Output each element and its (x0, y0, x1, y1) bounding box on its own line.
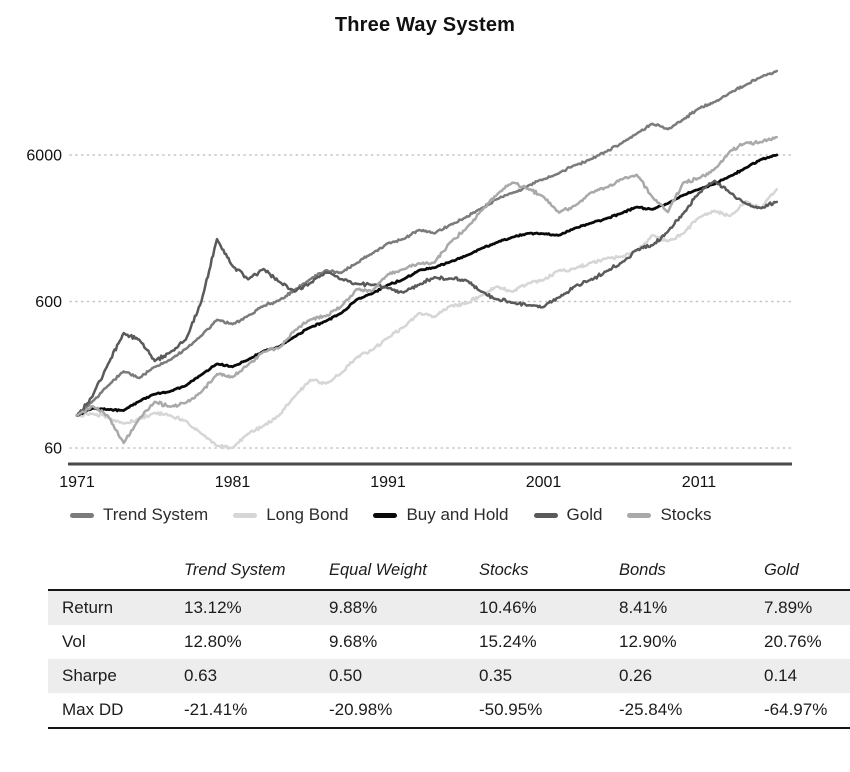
stat-value: -20.98% (315, 693, 465, 729)
y-tick-label: 6000 (26, 148, 62, 165)
stat-value: -25.84% (605, 693, 750, 729)
stat-value: 15.24% (479, 632, 537, 651)
x-tick-label: 2001 (526, 474, 562, 491)
legend-swatch (627, 512, 652, 518)
legend-swatch (373, 512, 398, 518)
stat-value: 20.76% (764, 632, 822, 651)
table-row: Vol 12.80% 9.68% 15.24% 12.90% 20.76% (48, 625, 850, 659)
stat-value: 10.46% (479, 598, 537, 617)
row-label: Sharpe (62, 666, 117, 685)
x-tick-label: 2011 (682, 474, 717, 491)
chart-title: Three Way System (334, 14, 516, 36)
legend-swatch (533, 512, 558, 518)
stats-table: Trend System Equal Weight Stocks Bonds Gold R… (48, 551, 850, 729)
stat-value: 12.80% (184, 632, 242, 651)
column-header: Trend System (170, 551, 315, 591)
price-chart: 60 600 6000 1971 1981 1991 2001 2011 (26, 69, 793, 491)
legend-label: Gold (566, 505, 603, 524)
table-row: Max DD -21.41% -20.98% -50.95% -25.84% -64.97… (48, 693, 850, 729)
chart-canvas: 60 600 6000 1971 1981 1991 2001 2011 (26, 69, 793, 491)
stat-value: 0.50 (329, 666, 363, 685)
row-label: Vol (62, 632, 86, 651)
row-label: Return (62, 598, 114, 617)
stat-value: -21.41% (170, 693, 315, 729)
table-row: Return 13.12% 9.88% 10.46% 8.41% 7.89% (48, 590, 850, 625)
series-line-trend-system (75, 69, 779, 417)
legend-item-long-bond: Long Bond (233, 505, 348, 525)
row-label: Max DD (48, 693, 170, 729)
table-header-row: Trend System Equal Weight Stocks Bonds Gold (48, 551, 850, 591)
y-tick-label: 60 (44, 441, 62, 458)
stat-value: -64.97% (750, 693, 850, 729)
stat-value: 9.68% (329, 632, 378, 651)
legend-item-gold: Gold (533, 505, 603, 525)
column-header: Equal Weight (315, 551, 465, 591)
stat-value: 8.41% (619, 598, 668, 617)
legend-item-trend-system: Trend System (70, 505, 208, 525)
column-header: Bonds (605, 551, 750, 591)
chart-legend: Trend System Long Bond Buy and Hold Gold Sto… (70, 500, 711, 530)
legend-swatch (233, 512, 258, 518)
legend-item-buy-and-hold: Buy and Hold (373, 505, 509, 525)
legend-item-stocks: Stocks (627, 505, 711, 525)
stat-value: 0.35 (479, 666, 513, 685)
stat-value: 13.12% (184, 598, 242, 617)
column-header (48, 551, 170, 591)
y-tick-label: 600 (35, 294, 62, 311)
stat-value: 7.89% (764, 598, 813, 617)
column-header: Stocks (465, 551, 605, 591)
legend-label: Long Bond (266, 505, 349, 524)
stat-value: 0.14 (764, 666, 798, 685)
column-header: Gold (750, 551, 850, 591)
legend-label: Stocks (660, 505, 712, 524)
stats-table-wrap: Trend System Equal Weight Stocks Bonds Gold R… (48, 551, 850, 729)
stat-value: -50.95% (465, 693, 605, 729)
series-line-buy-and-hold (75, 153, 779, 417)
stat-value: 9.88% (329, 598, 378, 617)
stat-value: 12.90% (619, 632, 677, 651)
legend-label: Trend System (103, 505, 209, 524)
x-tick-label: 1981 (215, 474, 251, 491)
x-tick-label: 1991 (370, 474, 406, 491)
stat-value: 0.26 (619, 666, 653, 685)
series-line-gold (75, 179, 779, 417)
series-line-stocks (75, 135, 779, 445)
x-tick-label: 1971 (59, 474, 95, 491)
series-line-long-bond (75, 188, 779, 450)
table-row: Sharpe 0.63 0.50 0.35 0.26 0.14 (48, 659, 850, 693)
legend-swatch (70, 512, 94, 518)
stat-value: 0.63 (184, 666, 218, 685)
legend-label: Buy and Hold (406, 505, 509, 524)
